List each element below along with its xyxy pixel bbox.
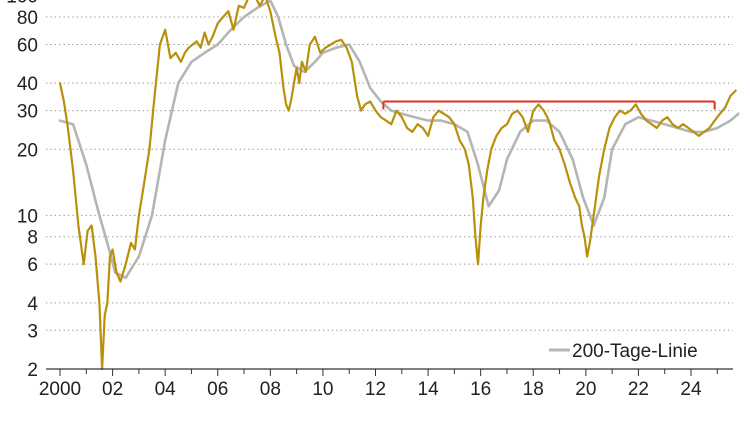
x-tick-label: 2000: [39, 379, 81, 400]
x-tick-label: 22: [628, 379, 649, 400]
series-lines: [58, 0, 740, 371]
x-tick-label: 24: [680, 379, 702, 400]
y-tick-label: 20: [17, 140, 38, 161]
x-tick-label: 10: [312, 379, 333, 400]
legend: 200-Tage-Linie: [549, 341, 698, 362]
x-tick-label: 14: [418, 379, 440, 400]
x-tick-label: 12: [365, 379, 386, 400]
gridlines: [46, 16, 733, 331]
y-tick-label: 6: [27, 255, 38, 276]
series-line-price: [58, 0, 737, 371]
y-tick-label: 100: [6, 0, 38, 8]
x-tick-label: 06: [207, 379, 228, 400]
x-axis: 2000 02 04 06 08 10 12 14 16 18 20 22 24: [39, 368, 733, 400]
y-tick-label: 10: [17, 206, 38, 227]
y-tick-label: 30: [17, 102, 38, 123]
x-tick-label: 08: [260, 379, 281, 400]
x-tick-label: 18: [523, 379, 544, 400]
y-tick-label: 3: [27, 321, 38, 342]
y-tick-label: 40: [17, 74, 38, 95]
y-tick-label: 4: [27, 294, 38, 315]
y-tick-label: 8: [27, 228, 38, 249]
y-tick-label: 2: [27, 360, 38, 381]
legend-label-ma200: 200-Tage-Linie: [572, 341, 698, 362]
x-tick-label: 04: [155, 379, 177, 400]
y-tick-label: 60: [17, 35, 38, 56]
series-line-ma200: [58, 0, 740, 280]
y-axis-tick-labels: 2 3 4 6 810 20 30 40 60 80100: [6, 0, 38, 381]
x-tick-label: 02: [102, 379, 123, 400]
x-tick-label: 20: [575, 379, 596, 400]
y-tick-label: 80: [17, 8, 38, 29]
annotations: [382, 100, 716, 110]
x-tick-label: 16: [470, 379, 491, 400]
